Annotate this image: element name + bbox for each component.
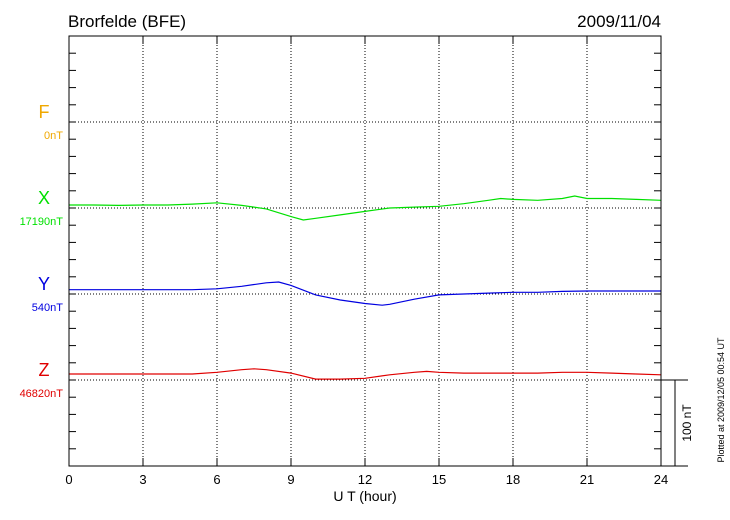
x-tick-label: 24	[654, 472, 668, 487]
scale-bar-label: 100 nT	[680, 404, 694, 442]
chart-date: 2009/11/04	[577, 12, 661, 31]
x-tick-label: 3	[139, 472, 146, 487]
x-tick-label: 0	[65, 472, 72, 487]
baseline-value-y: 540nT	[32, 302, 63, 314]
x-tick-label: 6	[213, 472, 220, 487]
chart-title: Brorfelde (BFE)	[68, 12, 186, 31]
x-tick-label: 9	[287, 472, 294, 487]
x-tick-label: 12	[358, 472, 372, 487]
trace-x	[69, 195, 662, 221]
trace-y	[69, 281, 661, 306]
baseline-value-z: 46820nT	[20, 388, 64, 400]
series-name-y: Y	[38, 274, 50, 294]
x-tick-label: 18	[506, 472, 520, 487]
series-name-f: F	[39, 102, 50, 122]
series-name-x: X	[38, 188, 50, 208]
baseline-value-f: 0nT	[44, 130, 63, 142]
baseline-value-x: 17190nT	[20, 216, 64, 228]
plot-frame	[68, 35, 662, 467]
x-tick-label: 21	[580, 472, 594, 487]
x-axis-label: U T (hour)	[333, 488, 396, 504]
series-name-z: Z	[39, 360, 50, 380]
plotted-note: Plotted at 2009/12/05 00:54 UT	[716, 337, 726, 463]
trace-z	[69, 368, 662, 380]
x-tick-label: 15	[432, 472, 446, 487]
